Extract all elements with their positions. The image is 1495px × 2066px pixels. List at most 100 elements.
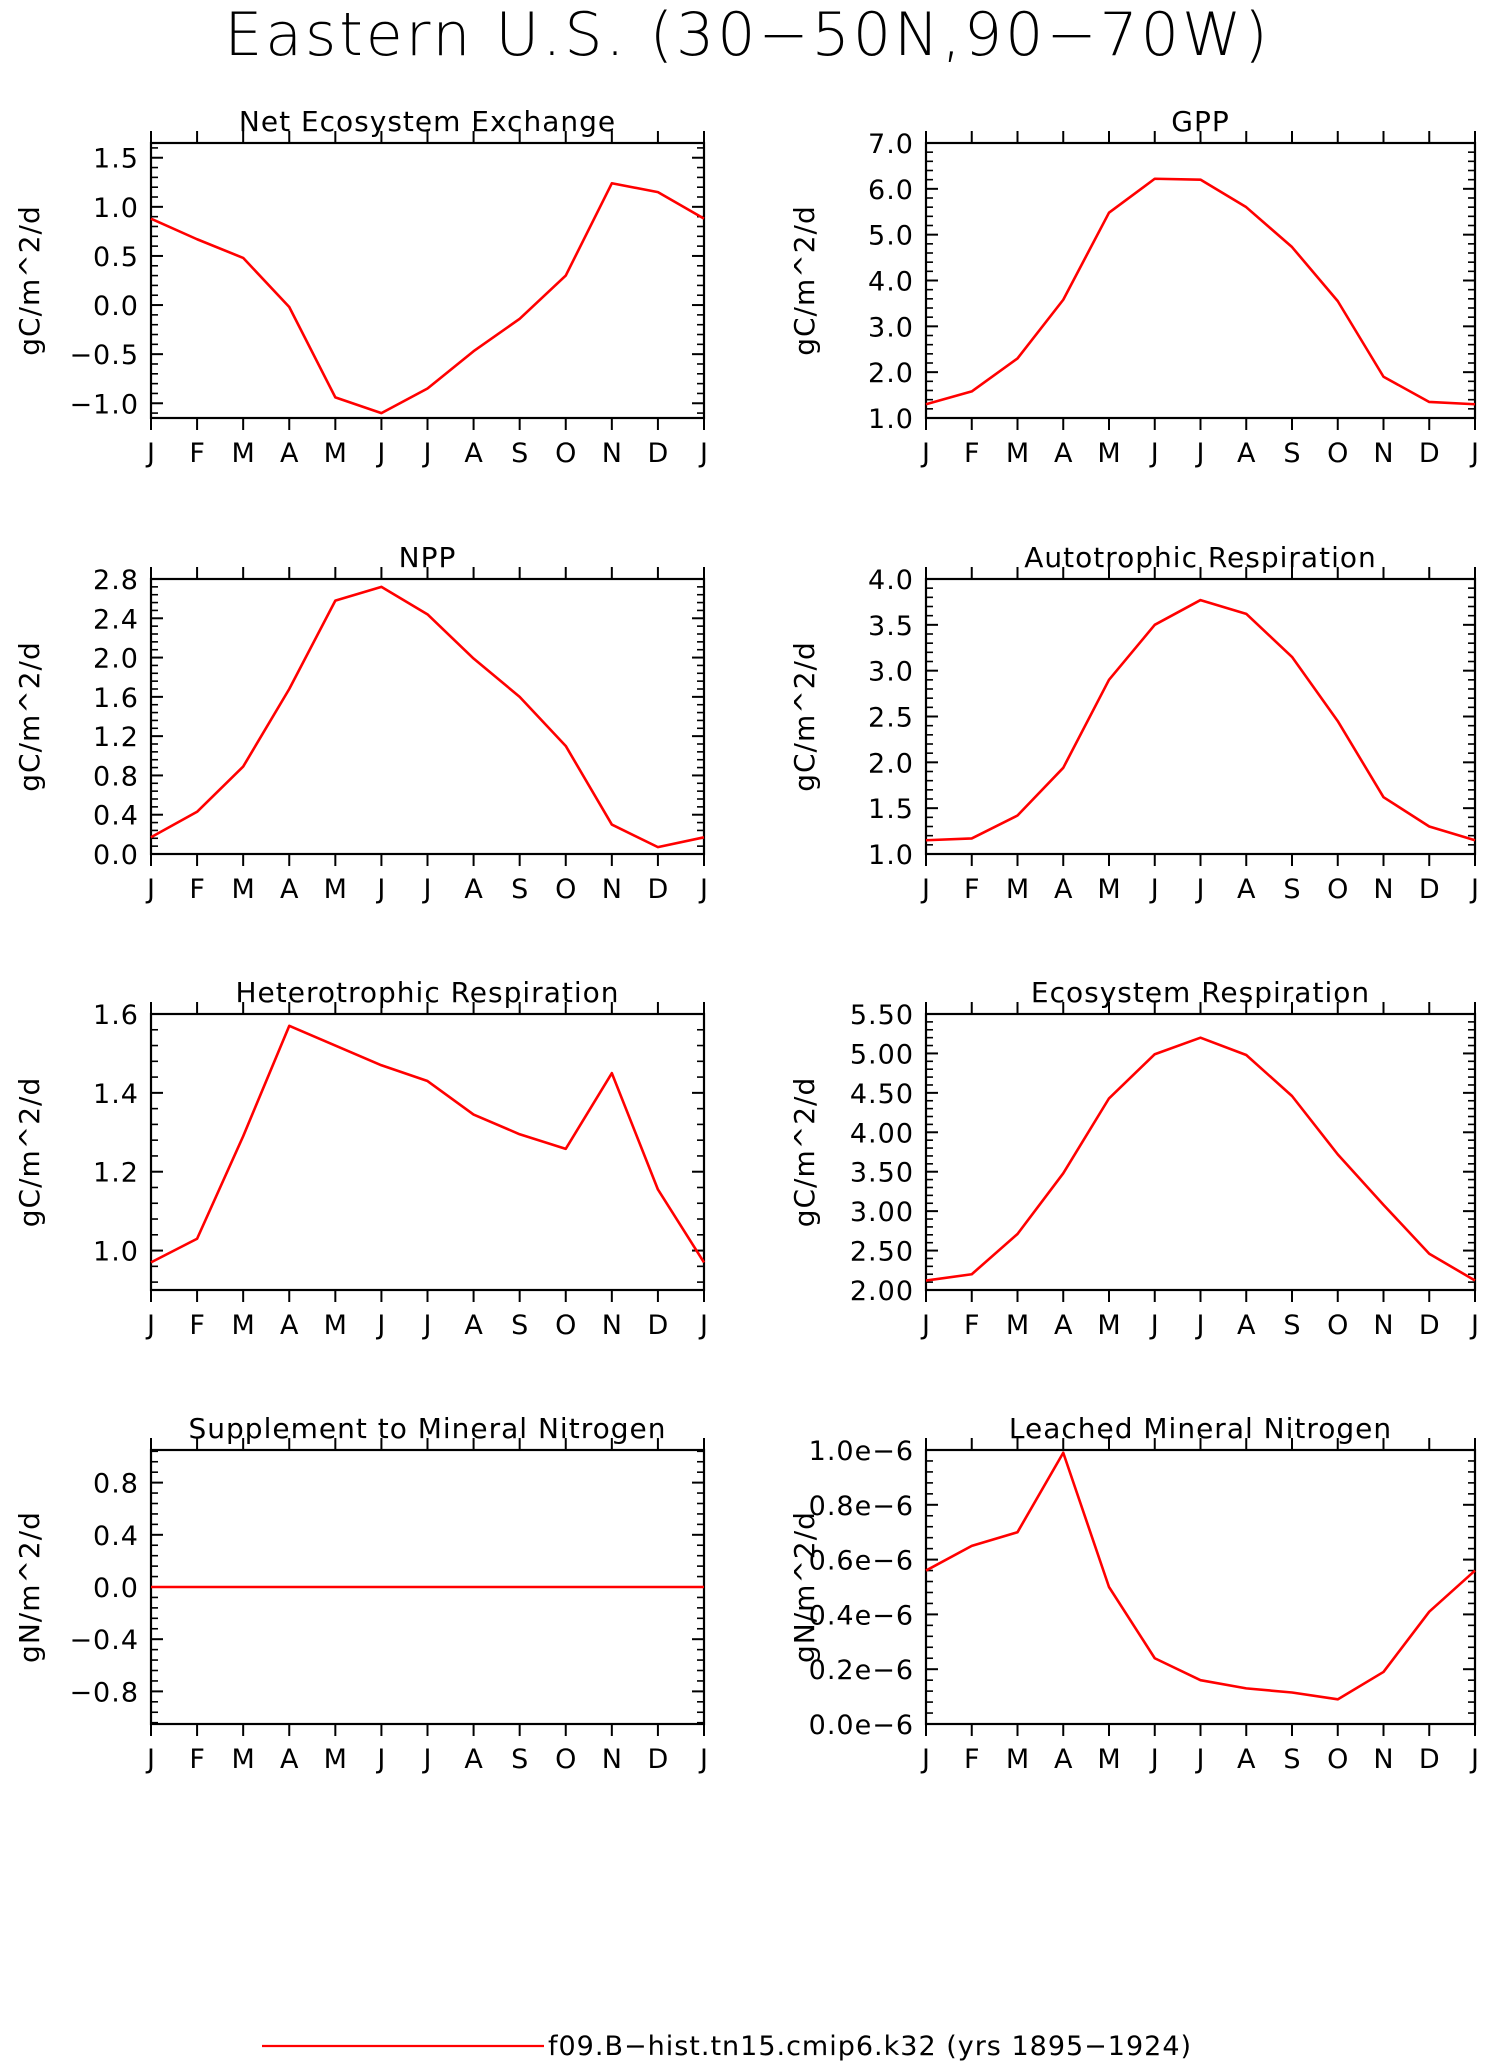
- y-tick-label: 0.4: [93, 801, 139, 832]
- x-tick-label: A: [464, 438, 483, 469]
- x-tick-label: S: [1283, 1744, 1300, 1775]
- x-tick-label: J: [1149, 874, 1159, 905]
- y-tick-label: 6.0: [868, 175, 914, 206]
- x-tick-label: J: [145, 874, 155, 905]
- y-tick-label: 2.0: [868, 358, 914, 389]
- chart-panel-7: Supplement to Mineral NitrogengN/m^2/d−0…: [13, 1412, 708, 1775]
- x-tick-label: J: [1195, 874, 1205, 905]
- x-tick-label: M: [232, 874, 255, 905]
- x-tick-label: A: [280, 1744, 299, 1775]
- y-tick-label: 0.2e−6: [809, 1655, 914, 1686]
- figure-title: Eastern U.S. (30−50N,90−70W): [224, 0, 1271, 70]
- x-tick-label: J: [698, 874, 708, 905]
- x-tick-label: J: [1469, 438, 1479, 469]
- y-tick-label: 5.00: [850, 1039, 914, 1070]
- x-tick-label: J: [145, 1744, 155, 1775]
- x-tick-label: J: [1195, 1744, 1205, 1775]
- y-tick-label: 4.50: [850, 1079, 914, 1110]
- x-tick-label: N: [1373, 438, 1393, 469]
- y-tick-label: −0.8: [69, 1677, 139, 1708]
- y-tick-label: 0.8: [93, 761, 139, 792]
- x-tick-label: S: [1283, 438, 1300, 469]
- y-tick-label: −1.0: [69, 389, 139, 420]
- y-tick-label: 0.6e−6: [809, 1546, 914, 1577]
- y-tick-label: 2.8: [93, 565, 139, 596]
- y-tick-label: 0.4e−6: [809, 1600, 914, 1631]
- y-tick-label: 0.5: [93, 242, 139, 273]
- y-tick-label: 0.0: [93, 840, 139, 871]
- x-tick-label: M: [324, 438, 347, 469]
- x-tick-label: A: [1054, 874, 1073, 905]
- y-tick-label: 2.4: [93, 604, 139, 635]
- x-tick-label: N: [1373, 874, 1393, 905]
- x-tick-label: O: [1327, 874, 1348, 905]
- y-tick-label: 3.5: [868, 611, 914, 642]
- x-tick-label: A: [1237, 1744, 1256, 1775]
- x-tick-label: J: [422, 874, 432, 905]
- x-tick-label: D: [1419, 874, 1440, 905]
- x-tick-label: F: [964, 874, 980, 905]
- x-tick-label: J: [1149, 1310, 1159, 1341]
- x-tick-label: M: [1097, 874, 1120, 905]
- x-tick-label: F: [964, 1310, 980, 1341]
- y-tick-label: 5.0: [868, 221, 914, 252]
- x-tick-label: D: [1419, 1744, 1440, 1775]
- series-line: [150, 1024, 706, 1264]
- y-tick-label: 0.8: [93, 1469, 139, 1500]
- x-tick-label: A: [1237, 874, 1256, 905]
- x-tick-label: M: [1006, 874, 1029, 905]
- y-tick-label: 1.0: [868, 404, 914, 435]
- x-tick-label: J: [698, 1744, 708, 1775]
- series-line: [925, 1451, 1476, 1701]
- x-tick-label: J: [1149, 438, 1159, 469]
- x-tick-label: A: [464, 1744, 483, 1775]
- y-tick-label: 3.0: [868, 657, 914, 688]
- x-tick-label: N: [602, 1310, 622, 1341]
- x-tick-label: A: [1054, 438, 1073, 469]
- y-tick-label: 1.2: [93, 1158, 139, 1189]
- x-tick-label: F: [964, 438, 980, 469]
- x-tick-label: O: [555, 1744, 576, 1775]
- x-tick-label: O: [1327, 1310, 1348, 1341]
- x-tick-label: N: [602, 438, 622, 469]
- x-tick-label: A: [280, 438, 299, 469]
- x-tick-label: D: [648, 1310, 669, 1341]
- x-tick-label: J: [375, 438, 385, 469]
- x-tick-label: J: [920, 1310, 930, 1341]
- x-tick-label: O: [555, 438, 576, 469]
- x-tick-label: J: [1195, 1310, 1205, 1341]
- x-tick-label: N: [602, 1744, 622, 1775]
- y-tick-label: 0.4: [93, 1521, 139, 1552]
- chart-panel-8: Leached Mineral NitrogengN/m^2/d0.0e−60.…: [788, 1412, 1479, 1775]
- x-tick-label: M: [232, 438, 255, 469]
- y-axis-label: gN/m^2/d: [13, 1511, 46, 1663]
- x-tick-label: M: [232, 1744, 255, 1775]
- x-tick-label: J: [1469, 1310, 1479, 1341]
- x-tick-label: S: [1283, 1310, 1300, 1341]
- x-tick-label: A: [1054, 1310, 1073, 1341]
- y-axis-label: gC/m^2/d: [788, 205, 821, 356]
- x-tick-label: O: [1327, 438, 1348, 469]
- x-tick-label: S: [511, 1310, 528, 1341]
- y-tick-label: −0.5: [69, 340, 139, 371]
- y-axis-label: gC/m^2/d: [13, 205, 46, 356]
- y-tick-label: 1.0e−6: [809, 1436, 914, 1467]
- x-tick-label: O: [555, 1310, 576, 1341]
- y-tick-label: 0.0: [93, 1573, 139, 1604]
- x-tick-label: J: [145, 438, 155, 469]
- y-tick-label: 1.2: [93, 722, 139, 753]
- x-tick-label: M: [1097, 1310, 1120, 1341]
- y-tick-label: 1.0: [868, 840, 914, 871]
- x-tick-label: D: [648, 438, 669, 469]
- y-axis-label: gN/m^2/d: [788, 1511, 821, 1663]
- series-line: [150, 585, 705, 849]
- x-tick-label: D: [648, 874, 669, 905]
- x-tick-label: J: [375, 1310, 385, 1341]
- x-tick-label: J: [375, 1744, 385, 1775]
- y-tick-label: 5.50: [850, 1000, 914, 1031]
- x-tick-label: F: [964, 1744, 980, 1775]
